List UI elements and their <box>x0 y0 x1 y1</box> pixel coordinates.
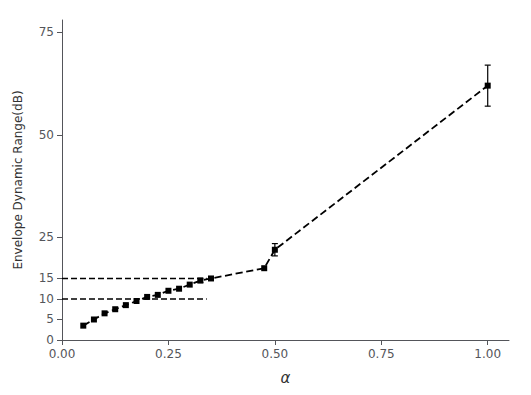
svg-text:0: 0 <box>46 333 54 347</box>
svg-text:0.50: 0.50 <box>261 347 288 361</box>
svg-text:0.00: 0.00 <box>49 347 76 361</box>
svg-text:25: 25 <box>39 230 54 244</box>
svg-text:0.75: 0.75 <box>368 347 395 361</box>
svg-text:5: 5 <box>46 312 54 326</box>
svg-text:0.25: 0.25 <box>155 347 182 361</box>
svg-text:α: α <box>281 369 291 387</box>
svg-text:10: 10 <box>39 292 54 306</box>
svg-text:1.00: 1.00 <box>474 347 501 361</box>
svg-text:Envelope Dynamic Range(dB): Envelope Dynamic Range(dB) <box>11 90 25 269</box>
svg-text:50: 50 <box>39 128 54 142</box>
svg-text:75: 75 <box>39 25 54 39</box>
svg-text:15: 15 <box>39 271 54 285</box>
